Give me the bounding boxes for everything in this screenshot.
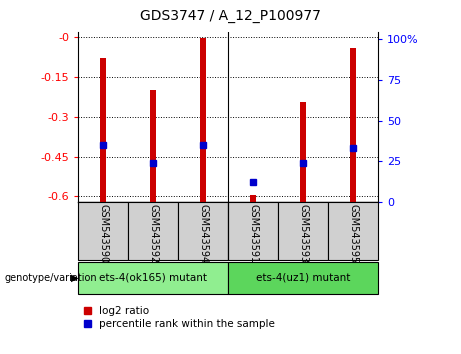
Text: ets-4(uz1) mutant: ets-4(uz1) mutant	[256, 273, 350, 283]
Legend: log2 ratio, percentile rank within the sample: log2 ratio, percentile rank within the s…	[83, 306, 275, 329]
Text: GDS3747 / A_12_P100977: GDS3747 / A_12_P100977	[140, 9, 321, 23]
Bar	[128, 202, 178, 260]
Text: ▶: ▶	[71, 273, 79, 283]
Bar	[78, 262, 228, 294]
Bar	[100, 58, 106, 202]
Text: GSM543590: GSM543590	[98, 204, 108, 263]
Bar	[150, 90, 156, 202]
Bar	[250, 195, 256, 202]
Bar	[300, 102, 306, 202]
Bar	[78, 202, 128, 260]
Text: GSM543594: GSM543594	[198, 204, 208, 263]
Bar	[328, 202, 378, 260]
Bar	[278, 202, 328, 260]
Bar	[228, 262, 378, 294]
Text: GSM543593: GSM543593	[298, 204, 308, 263]
Text: GSM543592: GSM543592	[148, 204, 158, 263]
Bar	[350, 48, 356, 202]
Text: ets-4(ok165) mutant: ets-4(ok165) mutant	[99, 273, 207, 283]
Text: GSM543591: GSM543591	[248, 204, 258, 263]
Bar	[228, 202, 278, 260]
Text: GSM543595: GSM543595	[348, 204, 358, 263]
Bar	[178, 202, 228, 260]
Text: genotype/variation: genotype/variation	[5, 273, 97, 283]
Bar	[200, 39, 206, 202]
